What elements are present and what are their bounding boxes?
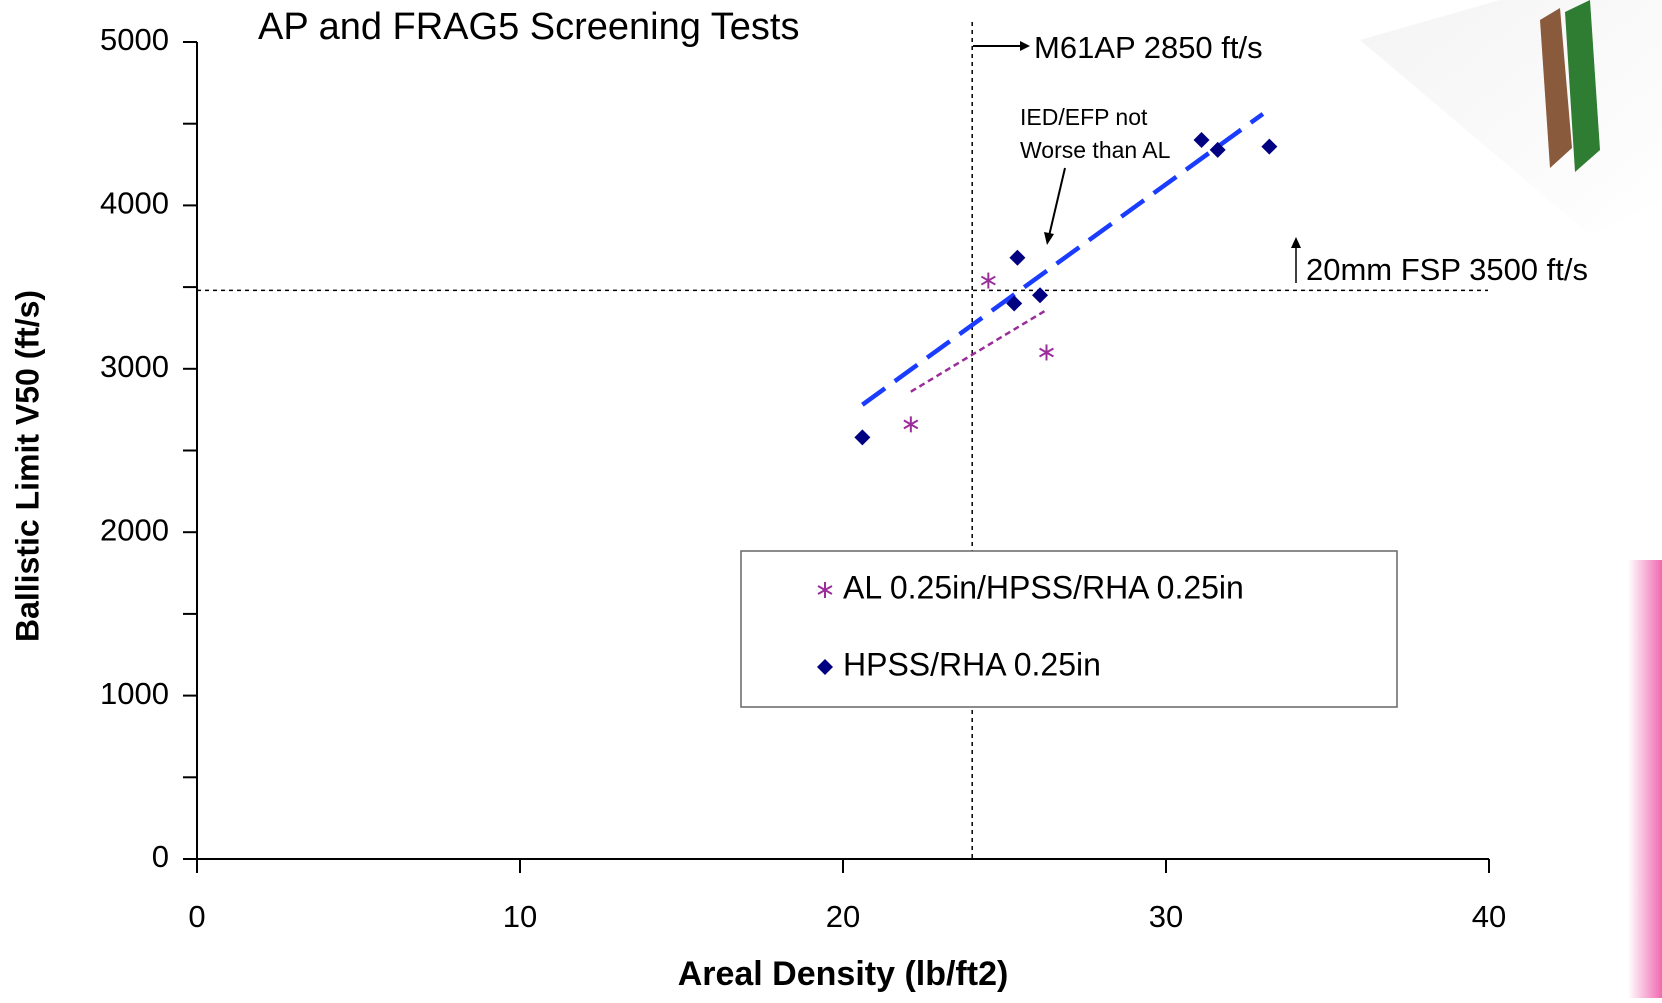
marker-stroke xyxy=(903,419,919,430)
trendline xyxy=(861,112,1265,407)
legend-label: AL 0.25in/HPSS/RHA 0.25in xyxy=(843,569,1244,605)
y-tick-label: 2000 xyxy=(100,512,169,547)
decoration-stripe xyxy=(1628,560,1662,998)
y-tick-label: 0 xyxy=(152,839,169,874)
annotation-arrowhead xyxy=(1044,232,1054,245)
point xyxy=(980,272,996,289)
point xyxy=(854,429,871,446)
point xyxy=(1009,249,1026,266)
point xyxy=(1032,287,1049,304)
point xyxy=(1193,132,1210,149)
trendline xyxy=(910,308,1048,393)
y-tick-label: 3000 xyxy=(100,349,169,384)
annotation-ap: M61AP 2850 ft/s xyxy=(1034,30,1263,65)
x-tick-label: 40 xyxy=(1472,899,1506,934)
annotation-arrowhead xyxy=(1020,41,1030,51)
marker-stroke xyxy=(817,585,833,595)
annotation-ied: IED/EFP not xyxy=(1020,104,1148,130)
x-axis-title: Areal Density (lb/ft2) xyxy=(678,955,1009,993)
legend-marker xyxy=(817,659,833,675)
y-tick-label: 4000 xyxy=(100,186,169,221)
annotation-ied: Worse than AL xyxy=(1020,137,1171,163)
annotation-arrowhead xyxy=(1291,237,1301,248)
decoration-plate-brown xyxy=(1540,8,1572,168)
decoration-plate-green xyxy=(1565,0,1600,172)
legend-label: HPSS/RHA 0.25in xyxy=(843,646,1101,682)
annotation-arrow xyxy=(1048,167,1066,237)
point xyxy=(1006,295,1023,312)
marker-stroke xyxy=(1039,347,1054,358)
x-tick-label: 10 xyxy=(503,899,537,934)
y-axis-title: Ballistic Limit V50 (ft/s) xyxy=(9,290,45,642)
decoration-glow xyxy=(1360,0,1662,235)
x-tick-label: 0 xyxy=(188,899,205,934)
point xyxy=(1039,344,1054,361)
chart-title: AP and FRAG5 Screening Tests xyxy=(258,6,799,48)
annotation-fsp: 20mm FSP 3500 ft/s xyxy=(1306,252,1588,287)
x-tick-label: 30 xyxy=(1149,899,1183,934)
y-tick-label: 5000 xyxy=(100,22,169,57)
marker-stroke xyxy=(980,275,996,286)
legend-marker xyxy=(817,582,833,598)
point xyxy=(1209,141,1226,158)
y-tick-label: 1000 xyxy=(100,676,169,711)
x-tick-label: 20 xyxy=(826,899,860,934)
point xyxy=(1261,138,1278,155)
legend xyxy=(740,550,1398,708)
point xyxy=(903,416,919,433)
